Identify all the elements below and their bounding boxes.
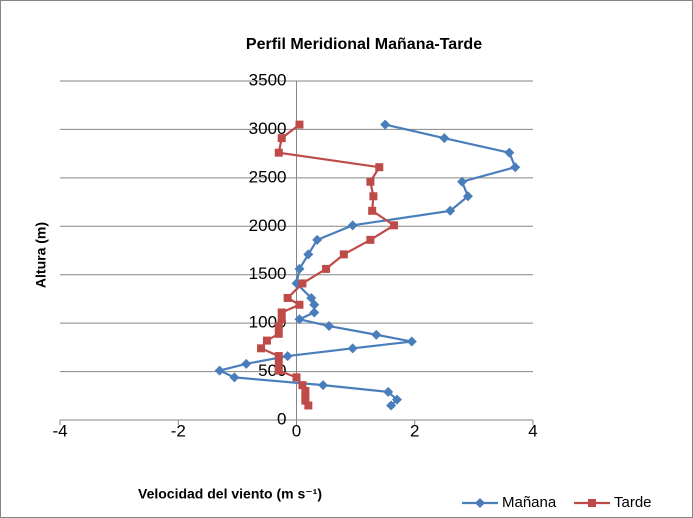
marker	[339, 250, 348, 259]
marker	[347, 220, 358, 231]
marker	[322, 264, 331, 273]
x-tick-label: 0	[292, 421, 301, 440]
y-tick-label: 2500	[249, 167, 287, 186]
marker	[383, 386, 394, 397]
marker	[439, 133, 450, 144]
legend-marker	[588, 499, 596, 507]
marker	[301, 386, 310, 395]
chart-title: Perfil Meridional Mañana-Tarde	[246, 36, 482, 53]
marker	[504, 147, 515, 158]
x-tick-label: 2	[410, 421, 419, 440]
x-tick-label: -4	[52, 421, 67, 440]
marker	[295, 120, 304, 129]
marker	[380, 119, 391, 130]
marker	[298, 381, 307, 390]
marker	[390, 221, 399, 230]
marker	[298, 279, 307, 288]
marker	[303, 249, 314, 260]
marker	[457, 176, 468, 187]
marker	[368, 206, 377, 215]
y-tick-label: 3000	[249, 119, 287, 138]
marker	[274, 322, 283, 331]
marker	[445, 205, 456, 216]
y-tick-label: 1500	[249, 264, 287, 283]
y-tick-label: 0	[277, 409, 286, 428]
marker	[386, 400, 397, 411]
marker	[309, 307, 320, 318]
legend-marker	[475, 498, 485, 508]
marker	[294, 263, 305, 274]
marker	[241, 358, 252, 369]
marker	[274, 329, 283, 338]
marker	[294, 314, 305, 325]
marker	[295, 300, 304, 309]
marker	[229, 372, 240, 383]
legend-label: Mañana	[502, 494, 557, 511]
marker	[283, 293, 292, 302]
x-tick-label: 4	[528, 421, 537, 440]
marker	[369, 192, 378, 201]
marker	[366, 177, 375, 186]
marker	[282, 351, 293, 362]
marker	[371, 329, 382, 340]
marker	[262, 336, 271, 345]
marker	[277, 308, 286, 317]
y-tick-label: 2000	[249, 216, 287, 235]
marker	[274, 352, 283, 361]
marker	[318, 380, 329, 391]
legend-label: Tarde	[614, 494, 652, 511]
marker	[274, 359, 283, 368]
marker	[301, 391, 310, 400]
marker	[309, 299, 320, 310]
marker	[257, 344, 266, 353]
marker	[406, 336, 417, 347]
marker	[366, 235, 375, 244]
marker	[510, 162, 521, 173]
x-tick-label: -2	[171, 421, 186, 440]
marker	[274, 148, 283, 157]
marker	[277, 134, 286, 143]
marker	[375, 163, 384, 172]
x-axis-label: Velocidad del viento (m s⁻¹)	[138, 486, 322, 502]
marker	[392, 394, 403, 405]
marker	[214, 365, 225, 376]
marker	[347, 343, 358, 354]
marker	[462, 191, 473, 202]
y-tick-label: 3500	[249, 70, 287, 89]
marker	[277, 315, 286, 324]
marker	[312, 234, 323, 245]
marker	[304, 401, 313, 410]
marker	[274, 366, 283, 375]
marker	[292, 373, 301, 382]
marker	[301, 396, 310, 405]
marker	[324, 321, 335, 332]
y-axis-label: Altura (m)	[33, 222, 49, 288]
